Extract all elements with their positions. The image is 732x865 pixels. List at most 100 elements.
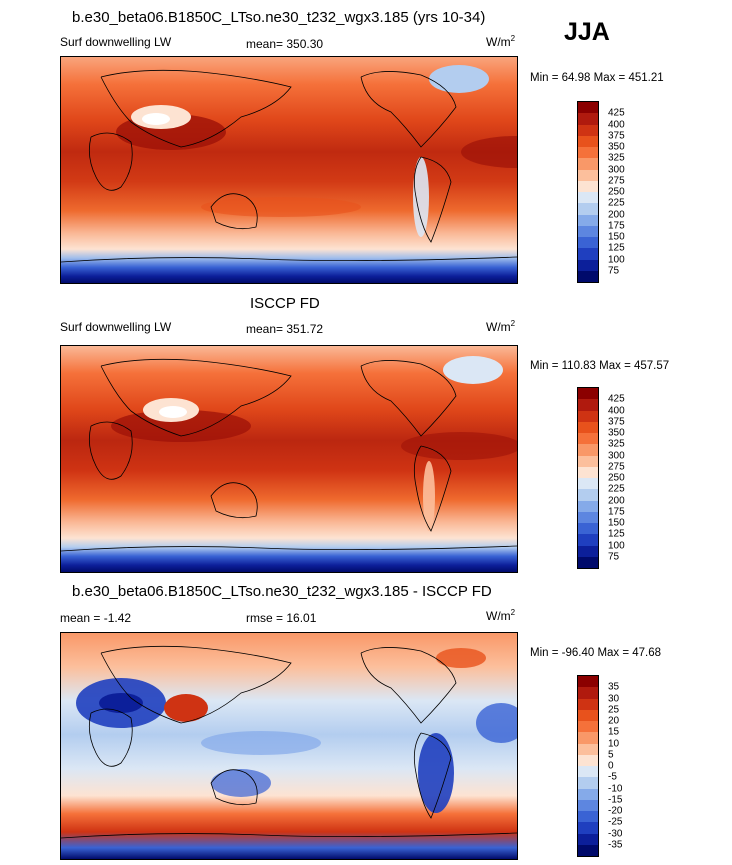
colorbar-swatch bbox=[578, 169, 598, 181]
colorbar-tick-label: -30 bbox=[608, 828, 623, 839]
colorbar-tick-label: 350 bbox=[608, 141, 625, 153]
colorbar-swatch bbox=[578, 248, 598, 260]
colorbar-swatch bbox=[578, 489, 598, 501]
colorbar-swatch bbox=[578, 113, 598, 125]
colorbar-swatch bbox=[578, 158, 598, 170]
season-label: JJA bbox=[564, 18, 610, 46]
colorbar-swatch bbox=[578, 766, 598, 778]
colorbar-swatch bbox=[578, 811, 598, 823]
colorbar-swatch bbox=[578, 534, 598, 546]
panel-2-variable-label: Surf downwelling LW bbox=[60, 320, 172, 334]
colorbar-tick-label: 325 bbox=[608, 438, 625, 450]
colorbar-tick-label: 15 bbox=[608, 726, 620, 738]
panel-1-minmax: Min = 64.98 Max = 451.21 bbox=[530, 72, 664, 84]
colorbar-tick-label: 250 bbox=[608, 186, 625, 198]
colorbar-tick-label: 400 bbox=[608, 119, 625, 130]
panel-2-minmax: Min = 110.83 Max = 457.57 bbox=[530, 360, 670, 372]
colorbar-tick-label: 225 bbox=[608, 197, 625, 209]
colorbar-tick-label: -25 bbox=[608, 816, 623, 828]
colorbar-swatch bbox=[578, 844, 598, 856]
colorbar-swatch bbox=[578, 225, 598, 237]
colorbar-tick-label: -35 bbox=[608, 839, 623, 851]
colorbar-swatch bbox=[578, 147, 598, 159]
colorbar-tick-label: 0 bbox=[608, 760, 614, 772]
panel-2-mean-label: mean= 351.72 bbox=[246, 322, 324, 336]
colorbar-swatch bbox=[578, 732, 598, 744]
colorbar-swatch bbox=[578, 833, 598, 845]
colorbar-swatch bbox=[578, 124, 598, 136]
colorbar-swatch bbox=[578, 556, 598, 568]
colorbar-tick-label: 350 bbox=[608, 427, 625, 439]
colorbar-tick-label: 425 bbox=[608, 393, 625, 405]
panel-1-mean-label: mean= 350.30 bbox=[246, 37, 324, 51]
colorbar-swatch bbox=[578, 444, 598, 456]
colorbar-tick-label: 325 bbox=[608, 152, 625, 164]
colorbar-swatch bbox=[578, 135, 598, 147]
colorbar-swatch bbox=[578, 270, 598, 282]
colorbar-tick-label: 275 bbox=[608, 461, 625, 473]
panel-2-units: W/m2 bbox=[486, 319, 516, 334]
colorbar-swatch bbox=[578, 822, 598, 834]
panel-3-map bbox=[60, 632, 518, 860]
panel-1-map bbox=[60, 56, 518, 284]
colorbar-swatch bbox=[578, 433, 598, 445]
colorbar-tick-label: 200 bbox=[608, 209, 625, 220]
panel-3-colorbar: 35 30 25 20 15 10 5 0 -5 -10 -15 -20 -25 -30 -35 bbox=[577, 675, 622, 857]
colorbar-swatch bbox=[578, 102, 598, 114]
colorbar-tick-label: 25 bbox=[608, 704, 620, 716]
colorbar-swatch bbox=[578, 676, 598, 688]
colorbar-swatch bbox=[578, 545, 598, 557]
colorbar-swatch bbox=[578, 511, 598, 523]
colorbar-tick-label: 20 bbox=[608, 715, 620, 727]
colorbar-swatch bbox=[578, 410, 598, 422]
colorbar-tick-label: 375 bbox=[608, 416, 625, 428]
colorbar-swatch bbox=[578, 399, 598, 411]
colorbar-swatch bbox=[578, 388, 598, 400]
colorbar-tick-label: 250 bbox=[608, 472, 625, 484]
panel-3-minmax: Min = -96.40 Max = 47.68 bbox=[530, 647, 662, 659]
colorbar-tick-label: 275 bbox=[608, 175, 625, 187]
colorbar-tick-label: 75 bbox=[608, 265, 620, 277]
colorbar-swatch bbox=[578, 743, 598, 755]
colorbar-tick-label: 35 bbox=[608, 681, 620, 693]
panel-3-map-field bbox=[61, 633, 517, 859]
colorbar-swatch bbox=[578, 180, 598, 192]
colorbar-swatch bbox=[578, 455, 598, 467]
colorbar-swatch bbox=[578, 788, 598, 800]
colorbar-swatch bbox=[578, 721, 598, 733]
colorbar-swatch bbox=[578, 754, 598, 766]
colorbar-swatch bbox=[578, 259, 598, 271]
panel-1-title: b.e30_beta06.B1850C_LTso.ne30_t232_wgx3.… bbox=[72, 9, 486, 26]
panel-2-title: ISCCP FD bbox=[250, 295, 320, 312]
colorbar-swatch bbox=[578, 799, 598, 811]
colorbar-swatch bbox=[578, 523, 598, 535]
panel-1-units: W/m2 bbox=[486, 34, 516, 49]
colorbar-tick-label: -20 bbox=[608, 805, 623, 817]
panel-2-colorbar: 425 400 375 350 325 300 275 250 225 200 175 150 125 1… bbox=[577, 387, 625, 569]
colorbar-tick-label: 125 bbox=[608, 528, 625, 540]
colorbar-tick-label: 225 bbox=[608, 483, 625, 495]
colorbar-tick-label: 150 bbox=[608, 231, 625, 243]
colorbar-swatch bbox=[578, 237, 598, 249]
colorbar-tick-label: -10 bbox=[608, 783, 623, 794]
colorbar-tick-label: -5 bbox=[608, 771, 617, 783]
colorbar-swatch bbox=[578, 709, 598, 721]
colorbar-swatch bbox=[578, 214, 598, 226]
colorbar-tick-label: 75 bbox=[608, 551, 620, 563]
colorbar-swatch bbox=[578, 421, 598, 433]
colorbar-tick-label: 30 bbox=[608, 693, 620, 704]
colorbar-swatch bbox=[578, 203, 598, 215]
colorbar-tick-label: 5 bbox=[608, 749, 614, 761]
panel-3-units: W/m2 bbox=[486, 608, 516, 623]
colorbar-tick-label: -15 bbox=[608, 794, 623, 806]
colorbar-tick-label: 300 bbox=[608, 450, 625, 461]
colorbar-tick-label: 200 bbox=[608, 495, 625, 506]
colorbar-tick-label: 400 bbox=[608, 405, 625, 416]
panel-1-variable-label: Surf downwelling LW bbox=[60, 35, 172, 49]
colorbar-tick-label: 425 bbox=[608, 107, 625, 119]
colorbar-tick-label: 175 bbox=[608, 220, 625, 232]
colorbar-swatch bbox=[578, 500, 598, 512]
colorbar-swatch bbox=[578, 192, 598, 204]
colorbar-tick-label: 100 bbox=[608, 540, 625, 551]
colorbar-swatch bbox=[578, 687, 598, 699]
